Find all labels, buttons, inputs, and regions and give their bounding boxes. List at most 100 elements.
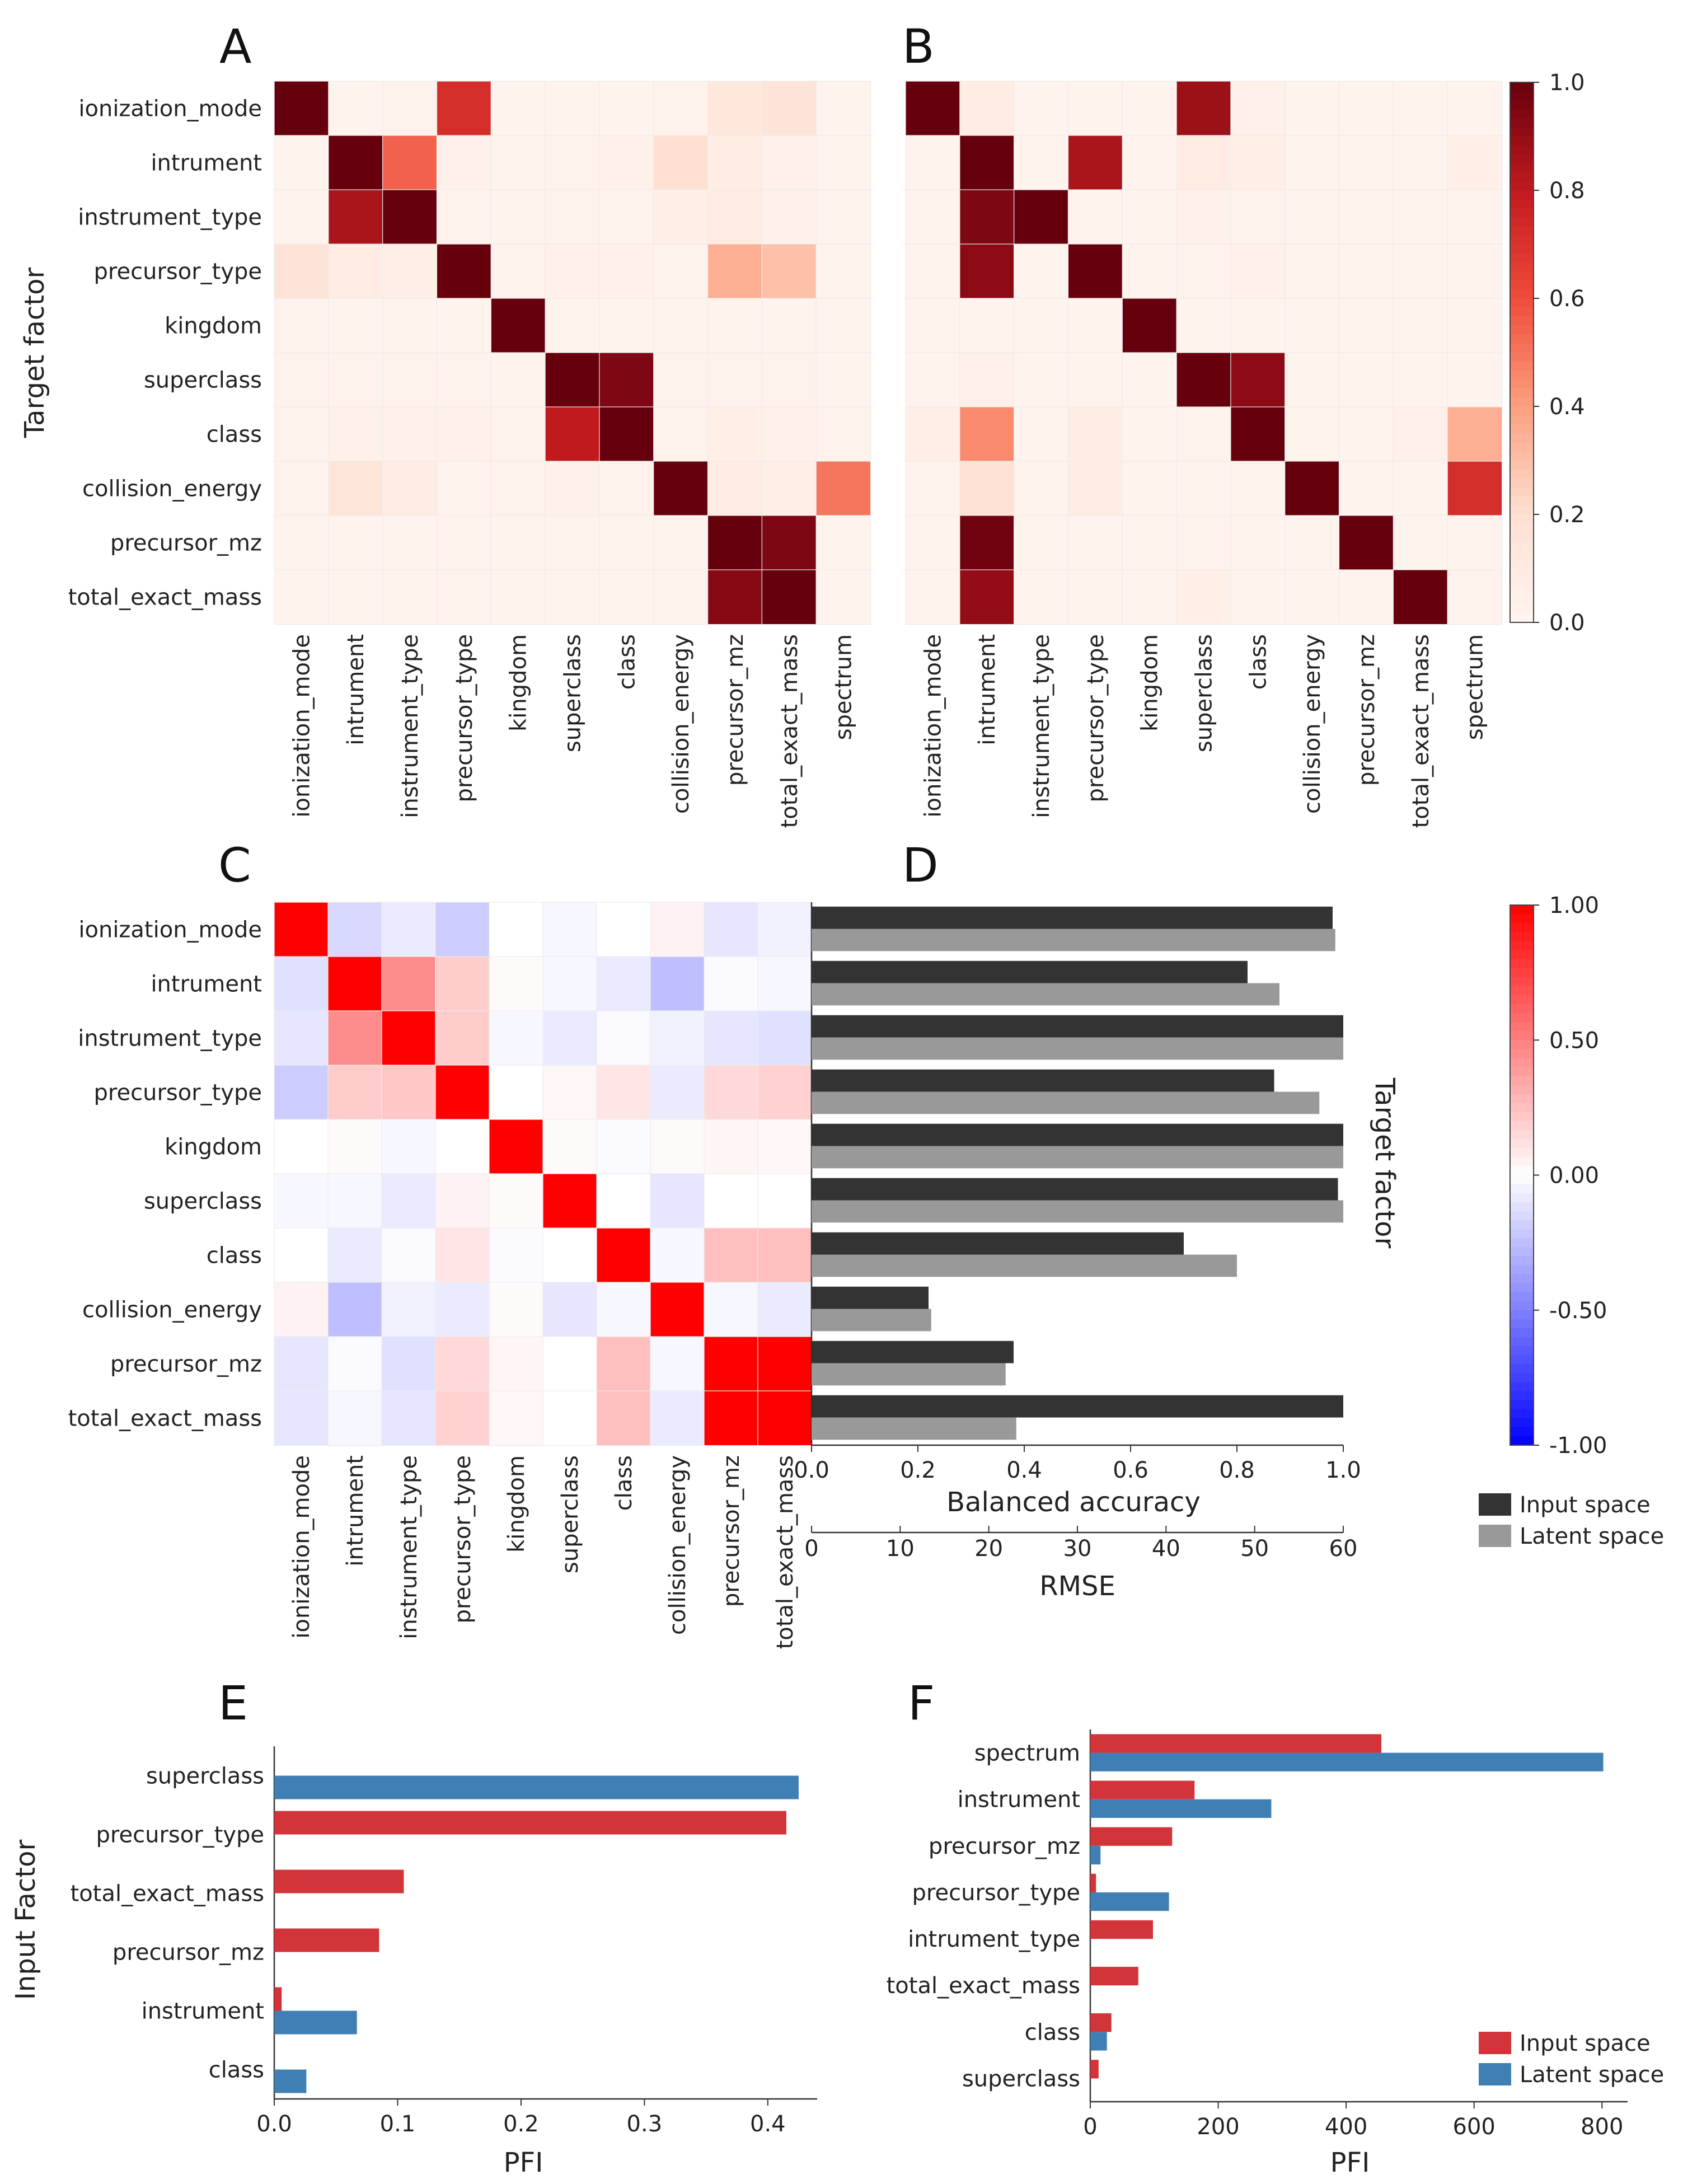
bar-chart-f-bar-input xyxy=(1090,1966,1138,1986)
heatmap-c-cell xyxy=(274,956,329,1012)
heatmap-c-cell xyxy=(542,1227,598,1283)
colorbar-ab-segment xyxy=(1510,388,1534,398)
heatmap-a-cell xyxy=(815,515,871,571)
heatmap-c-cell xyxy=(435,1119,490,1175)
bar-chart-d-tick-label: 0.4 xyxy=(1006,1457,1042,1483)
heatmap-c-cell xyxy=(381,1173,437,1229)
heatmap-b-cell xyxy=(1284,298,1340,354)
heatmap-c-col-label: instrument_type xyxy=(396,1455,422,1639)
colorbar-ab-segment xyxy=(1510,181,1534,191)
heatmap-a-cell xyxy=(761,406,817,462)
colorbar-ab-segment xyxy=(1510,424,1534,434)
colorbar-c-segment xyxy=(1510,1238,1534,1248)
heatmap-c-cell xyxy=(274,1282,329,1338)
bar-chart-d-bar-input xyxy=(812,1015,1343,1038)
bar-chart-d-bar-latent xyxy=(812,1200,1343,1223)
heatmap-b-cell xyxy=(1176,298,1232,354)
colorbar-ab-frame xyxy=(1509,82,1534,623)
heatmap-c-cell xyxy=(757,1282,813,1338)
heatmap-a-cell xyxy=(761,189,817,245)
colorbar-c-segment xyxy=(1510,1031,1534,1041)
colorbar-c-segment xyxy=(1510,995,1534,1005)
bar-chart-f-xlabel: PFI xyxy=(1330,2147,1370,2178)
heatmap-c-col-label: precursor_mz xyxy=(719,1455,744,1607)
colorbar-c-segment xyxy=(1510,1004,1534,1014)
heatmap-c-cell xyxy=(596,1282,651,1338)
heatmap-c-cell xyxy=(596,1010,651,1066)
heatmap-a-cell xyxy=(707,189,763,245)
colorbar-ab-segment xyxy=(1510,307,1534,317)
heatmap-c-cell xyxy=(650,1010,705,1066)
bar-chart-d-bar-latent xyxy=(812,983,1279,1006)
heatmap-b-cell xyxy=(1284,461,1340,517)
colorbar-c-segment xyxy=(1510,986,1534,996)
heatmap-c-cell xyxy=(381,956,437,1012)
heatmap-b-cell xyxy=(1284,135,1340,191)
colorbar-ab-tick-label: 0.8 xyxy=(1549,178,1585,204)
heatmap-c-cell xyxy=(542,902,598,958)
heatmap-c-cell xyxy=(435,1173,490,1229)
heatmap-b-cell xyxy=(905,81,961,137)
heatmap-a-cell xyxy=(490,406,546,462)
heatmap-a-cell xyxy=(328,81,383,137)
heatmap-b-cell xyxy=(1122,243,1178,299)
heatmap-b-col-label: superclass xyxy=(1192,634,1217,752)
colorbar-ab-segment xyxy=(1510,199,1534,209)
colorbar-ab-segment xyxy=(1510,172,1534,182)
heatmap-b-cell xyxy=(959,81,1015,137)
colorbar-c: -1.00 -0.50 0.00 0.50 1.00 xyxy=(1509,893,1607,1459)
heatmap-b-cell xyxy=(1393,243,1448,299)
heatmap-a-cell xyxy=(274,135,330,191)
heatmap-c-cell xyxy=(704,1227,759,1283)
bar-chart-f-category-label: intrument_type xyxy=(908,1927,1080,1952)
colorbar-ab-segment xyxy=(1510,460,1534,470)
heatmap-c-cell xyxy=(542,1065,598,1121)
heatmap-a-cell xyxy=(328,515,383,571)
bar-chart-f-bar-input xyxy=(1090,1780,1195,1799)
bar-chart-d-bar-input xyxy=(812,960,1248,983)
colorbar-c-segment xyxy=(1510,1076,1534,1086)
heatmap-c-col-label: ionization_mode xyxy=(289,1455,315,1639)
heatmap-b-cell xyxy=(959,406,1015,462)
heatmap-a-cell xyxy=(707,461,763,517)
heatmap-b-cell xyxy=(959,243,1015,299)
colorbar-c-segment xyxy=(1510,1436,1534,1446)
heatmap-b-cell xyxy=(1338,81,1394,137)
heatmap-c-cell xyxy=(650,1227,705,1283)
bar-chart-e-tick-label: 0.0 xyxy=(256,2111,292,2137)
heatmap-a-col-label: instrument_type xyxy=(397,634,423,818)
heatmap-a-cell xyxy=(599,189,654,245)
heatmap-b-cell xyxy=(1014,461,1069,517)
heatmap-a-cell xyxy=(761,352,817,408)
colorbar-ab-segment xyxy=(1510,316,1534,326)
bar-chart-f-bar-input xyxy=(1090,1827,1173,1846)
heatmap-a-cell xyxy=(274,569,330,625)
bar-chart-f-category-label: precursor_type xyxy=(912,1880,1080,1906)
colorbar-ab-segment xyxy=(1510,136,1534,146)
heatmap-b-cell xyxy=(1284,352,1340,408)
bar-chart-f-category-label: spectrum xyxy=(974,1741,1080,1766)
colorbar-ab-segment xyxy=(1510,478,1534,488)
bar-chart-f-bar-input xyxy=(1090,1920,1153,1939)
bar-chart-d-tick-label: 0.2 xyxy=(900,1457,936,1483)
heatmap-b-col-label: intrument xyxy=(974,634,1000,746)
heatmap-a-cell xyxy=(545,461,601,517)
heatmap-b-cell xyxy=(1014,515,1069,571)
colorbar-ab-segment xyxy=(1510,487,1534,497)
heatmap-c-cell xyxy=(596,1336,651,1392)
heatmap-b-cell xyxy=(1230,189,1286,245)
bar-chart-d-bar-latent xyxy=(812,1309,931,1332)
heatmap-b-cell xyxy=(1122,135,1178,191)
heatmap-b-cell xyxy=(1393,81,1448,137)
bar-chart-d-bar-latent xyxy=(812,1091,1320,1114)
bar-chart-f-bar-input xyxy=(1090,2060,1099,2079)
heatmap-b-cell xyxy=(905,243,961,299)
heatmap-b-cell xyxy=(1284,569,1340,625)
heatmap-c-cell xyxy=(327,956,383,1012)
heatmap-b-cell xyxy=(905,461,961,517)
heatmap-a-cell xyxy=(382,569,438,625)
colorbar-c-segment xyxy=(1510,1013,1534,1023)
heatmap-c-row-label: precursor_type xyxy=(94,1080,262,1106)
colorbar-ab-segment xyxy=(1510,244,1534,254)
colorbar-ab-segment xyxy=(1510,190,1534,200)
